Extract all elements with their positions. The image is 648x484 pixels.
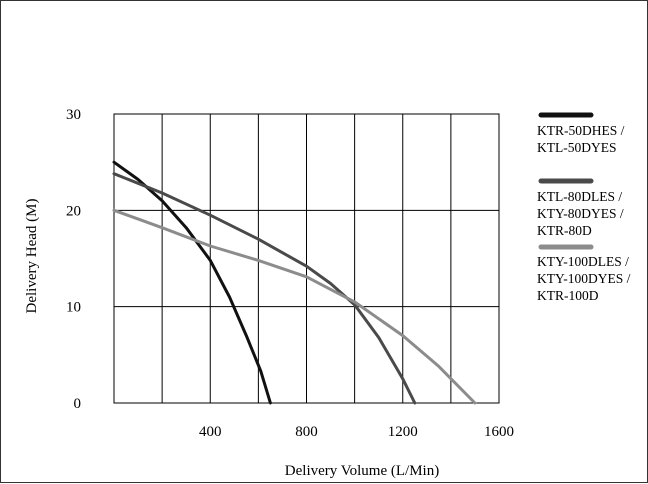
y-tick-label: 20 xyxy=(66,203,81,219)
x-tick-label: 1200 xyxy=(388,424,418,440)
y-axis-label: Delivery Head (M) xyxy=(24,199,40,314)
legend-label: KTL-50DYES xyxy=(537,140,617,155)
x-tick-label: 400 xyxy=(199,424,222,440)
legend-label: KTY-100DYES / xyxy=(537,271,631,286)
y-tick-label: 0 xyxy=(74,396,82,412)
y-tick-labels: 0 10 20 30 xyxy=(66,107,81,412)
legend-label: KTY-80DYES / xyxy=(537,206,624,221)
series-line-2 xyxy=(112,172,417,405)
legend-label: KTY-100DLES / xyxy=(537,254,629,269)
legend-label: KTR-50DHES / xyxy=(537,123,625,138)
y-tick-label: 30 xyxy=(66,107,81,123)
legend-label: KTR-100D xyxy=(537,288,599,303)
series-line-3 xyxy=(112,208,477,405)
series-lines xyxy=(112,160,477,405)
x-tick-label: 800 xyxy=(295,424,318,440)
legend-label: KTR-80D xyxy=(537,223,592,238)
legend-label: KTL-80DLES / xyxy=(537,189,622,204)
x-tick-label: 1600 xyxy=(484,424,514,440)
y-tick-label: 10 xyxy=(66,300,81,316)
legend: KTR-50DHES / KTL-50DYES KTL-80DLES / KTY-80… xyxy=(537,112,631,303)
x-tick-labels: 400 800 1200 1600 xyxy=(199,424,514,440)
x-axis-label: Delivery Volume (L/Min) xyxy=(285,463,439,479)
